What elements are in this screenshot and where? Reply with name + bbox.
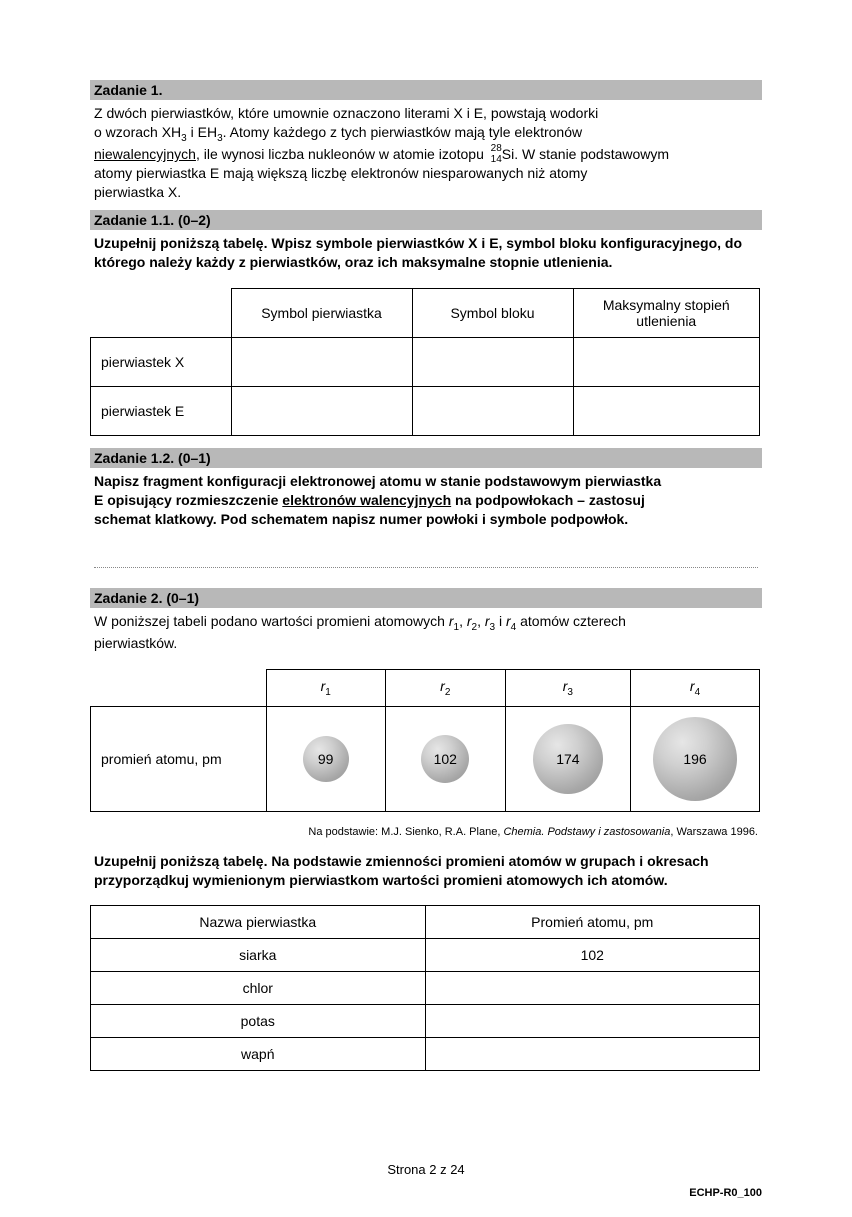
sub: 2 (472, 622, 478, 633)
element-name: chlor (91, 972, 426, 1005)
table-row: promień atomu, pm 99 102 174 196 (91, 706, 760, 811)
input-cell[interactable] (573, 338, 760, 387)
col-header: Nazwa pierwiastka (91, 906, 426, 939)
row-label: pierwiastek E (91, 387, 232, 436)
text: atomów czterech (516, 613, 626, 629)
atom-sphere: 174 (533, 724, 603, 794)
answer-line[interactable] (94, 567, 758, 568)
col-header: Symbol bloku (412, 289, 573, 338)
source-citation: Na podstawie: M.J. Sienko, R.A. Plane, C… (90, 824, 762, 848)
text: Napisz fragment konfiguracji elektronowe… (94, 473, 661, 489)
table-row: r1 r2 r3 r4 (91, 669, 760, 706)
input-cell[interactable] (425, 1005, 760, 1038)
text: Si. (502, 146, 518, 162)
underlined-text: elektronów walencyjnych (282, 492, 451, 508)
input-cell[interactable] (425, 1038, 760, 1071)
text: , Warszawa 1996. (670, 826, 758, 838)
element-name: potas (91, 1005, 426, 1038)
text: schemat klatkowy. Pod schematem napisz n… (94, 511, 628, 527)
text: Chemia. Podstawy i zastosowania (503, 826, 670, 838)
text: atomy pierwiastka E mają większą liczbę … (94, 165, 587, 181)
col-header: r4 (631, 669, 760, 706)
element-name: siarka (91, 939, 426, 972)
col-header: Maksymalny stopień utlenienia (573, 289, 760, 338)
text: W poniższej tabeli podano wartości promi… (94, 613, 449, 629)
input-cell[interactable] (412, 338, 573, 387)
atom-sphere: 99 (303, 736, 349, 782)
task2-header: Zadanie 2. (0–1) (90, 588, 762, 608)
task2-intro: W poniższej tabeli podano wartości promi… (90, 608, 762, 661)
atom-sphere: 102 (421, 735, 469, 783)
input-cell[interactable] (231, 338, 412, 387)
text: na podpowłokach – zastosuj (451, 492, 645, 508)
text: E opisujący rozmieszczenie (94, 492, 282, 508)
table-row: Symbol pierwiastka Symbol bloku Maksymal… (91, 289, 760, 338)
input-cell[interactable] (425, 972, 760, 1005)
element-name: wapń (91, 1038, 426, 1071)
sub: 1 (454, 622, 460, 633)
task1-body: Z dwóch pierwiastków, które umownie ozna… (90, 100, 762, 210)
col-header: r3 (505, 669, 630, 706)
page: Zadanie 1. Z dwóch pierwiastków, które u… (0, 0, 852, 1217)
text: Z dwóch pierwiastków, które umownie ozna… (94, 105, 598, 121)
table-row: chlor (91, 972, 760, 1005)
col-header: r1 (266, 669, 385, 706)
task1-1-table: Symbol pierwiastka Symbol bloku Maksymal… (90, 288, 760, 436)
text: W stanie podstawowym (518, 146, 669, 162)
task2-instruction: Uzupełnij poniższą tabelę. Na podstawie … (90, 848, 762, 898)
table-row: potas (91, 1005, 760, 1038)
table-row: wapń (91, 1038, 760, 1071)
atom-sphere: 196 (653, 717, 737, 801)
isotope: 2814 (488, 146, 502, 164)
atom-cell: 99 (266, 706, 385, 811)
table-row: pierwiastek X (91, 338, 760, 387)
atomic-number: 14 (491, 153, 502, 167)
empty-cell (91, 289, 232, 338)
col-header: Symbol pierwiastka (231, 289, 412, 338)
underlined-text: niewalencyjnych (94, 146, 196, 162)
text: pierwiastków. (94, 635, 177, 651)
input-cell[interactable] (231, 387, 412, 436)
task2-atoms-table: r1 r2 r3 r4 promień atomu, pm 99 102 174… (90, 669, 760, 812)
atom-cell: 196 (631, 706, 760, 811)
empty-cell (91, 669, 267, 706)
task2-answer-table: Nazwa pierwiastka Promień atomu, pm siar… (90, 905, 760, 1071)
col-header: r2 (385, 669, 505, 706)
page-number: Strona 2 z 24 (0, 1162, 852, 1177)
table-row: siarka 102 (91, 939, 760, 972)
sub: 3 (490, 622, 496, 633)
atom-cell: 174 (505, 706, 630, 811)
table-row: Nazwa pierwiastka Promień atomu, pm (91, 906, 760, 939)
task1-2-instruction: Napisz fragment konfiguracji elektronowe… (90, 468, 762, 537)
text: pierwiastka X. (94, 184, 181, 200)
text: , ile wynosi liczba nukleonów w atomie i… (196, 146, 488, 162)
row-label: pierwiastek X (91, 338, 232, 387)
col-header: Promień atomu, pm (425, 906, 760, 939)
radius-value: 102 (425, 939, 760, 972)
input-cell[interactable] (573, 387, 760, 436)
text: Na podstawie: M.J. Sienko, R.A. Plane, (308, 826, 503, 838)
text: . Atomy każdego z tych pierwiastków mają… (223, 124, 583, 140)
task1-1-instruction: Uzupełnij poniższą tabelę. Wpisz symbole… (90, 230, 762, 280)
input-cell[interactable] (412, 387, 573, 436)
atom-cell: 102 (385, 706, 505, 811)
row-label: promień atomu, pm (91, 706, 267, 811)
document-code: ECHP-R0_100 (689, 1187, 762, 1199)
task1-2-header: Zadanie 1.2. (0–1) (90, 448, 762, 468)
text: o wzorach XH (94, 124, 181, 140)
table-row: pierwiastek E (91, 387, 760, 436)
task1-header: Zadanie 1. (90, 80, 762, 100)
task1-1-header: Zadanie 1.1. (0–2) (90, 210, 762, 230)
text: i EH (187, 124, 217, 140)
